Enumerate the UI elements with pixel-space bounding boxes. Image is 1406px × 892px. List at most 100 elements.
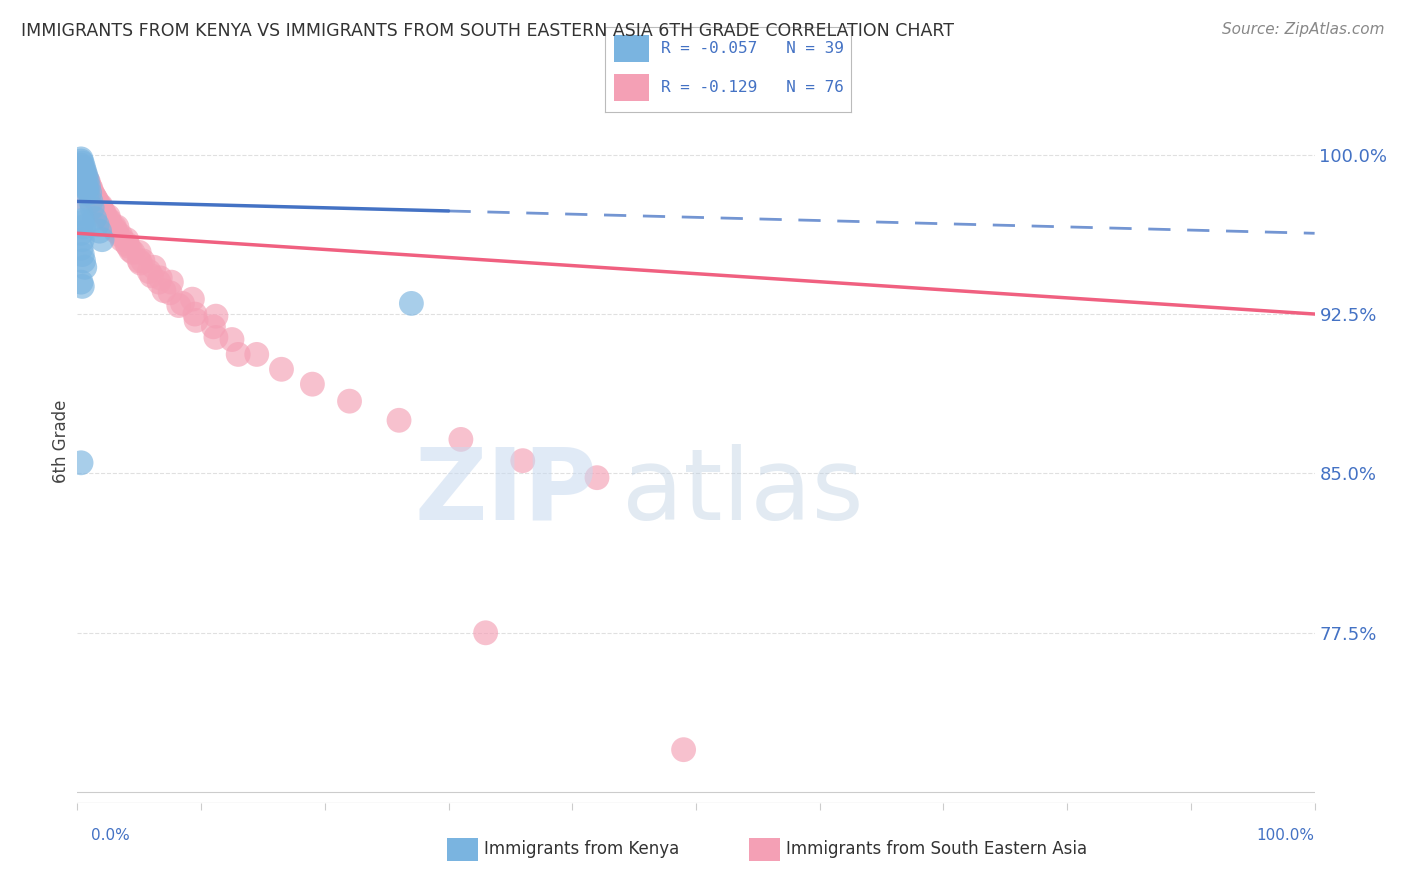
Point <box>141 268 163 283</box>
Point <box>270 362 292 376</box>
Point <box>120 244 142 258</box>
Point <box>117 239 139 253</box>
Point <box>450 433 472 447</box>
Point <box>72 167 94 181</box>
Point <box>72 169 94 183</box>
Point <box>70 152 93 166</box>
Text: R = -0.057   N = 39: R = -0.057 N = 39 <box>661 41 844 56</box>
Point <box>72 161 94 175</box>
Point <box>143 260 166 275</box>
Point <box>72 156 94 170</box>
Point <box>72 219 94 234</box>
Point <box>73 167 96 181</box>
Point <box>94 211 117 226</box>
Point <box>153 284 176 298</box>
Point <box>75 179 97 194</box>
Point <box>76 173 98 187</box>
Point <box>115 233 138 247</box>
Point <box>73 260 96 275</box>
Point <box>75 171 97 186</box>
Text: Immigrants from Kenya: Immigrants from Kenya <box>484 840 679 858</box>
Point <box>83 190 105 204</box>
Point <box>80 181 103 195</box>
Text: 0.0%: 0.0% <box>91 828 131 843</box>
Point <box>70 162 93 177</box>
Point <box>82 201 104 215</box>
Point <box>86 218 108 232</box>
Point <box>76 186 98 200</box>
Point <box>84 192 107 206</box>
Bar <box>614 74 650 102</box>
Point <box>73 175 96 189</box>
Point <box>80 194 103 209</box>
Point <box>76 181 98 195</box>
Point <box>90 201 112 215</box>
Point <box>122 245 145 260</box>
Point <box>72 162 94 177</box>
Point <box>205 330 228 344</box>
Point <box>128 245 150 260</box>
Point <box>70 158 93 172</box>
Point <box>89 224 111 238</box>
Point <box>132 253 155 268</box>
Point <box>184 307 207 321</box>
Bar <box>614 36 650 62</box>
Point <box>70 190 93 204</box>
Point <box>221 333 243 347</box>
Point <box>160 275 183 289</box>
Point <box>97 209 120 223</box>
Point <box>70 241 93 255</box>
Point <box>301 377 323 392</box>
Point <box>72 162 94 177</box>
Text: ZIP: ZIP <box>415 443 598 541</box>
Text: R = -0.129   N = 76: R = -0.129 N = 76 <box>661 80 844 95</box>
Point <box>79 181 101 195</box>
Point <box>226 347 249 361</box>
Point <box>77 179 100 194</box>
Point <box>73 164 96 178</box>
Point <box>129 256 152 270</box>
Point <box>82 186 104 200</box>
Point <box>90 199 112 213</box>
Point <box>70 154 93 169</box>
Point <box>72 247 94 261</box>
Point <box>246 347 269 361</box>
Point <box>73 171 96 186</box>
Point <box>388 413 411 427</box>
Point <box>91 205 114 219</box>
Point <box>72 253 94 268</box>
Point <box>202 319 225 334</box>
Point <box>87 201 110 215</box>
Point <box>148 275 170 289</box>
Point <box>205 309 228 323</box>
Point <box>72 213 94 227</box>
Point <box>70 227 93 241</box>
Point <box>159 285 181 300</box>
Point <box>72 233 94 247</box>
Text: IMMIGRANTS FROM KENYA VS IMMIGRANTS FROM SOUTH EASTERN ASIA 6TH GRADE CORRELATIO: IMMIGRANTS FROM KENYA VS IMMIGRANTS FROM… <box>21 22 955 40</box>
Point <box>89 199 111 213</box>
Point <box>105 219 128 234</box>
Point <box>91 233 114 247</box>
Point <box>75 169 97 183</box>
Point <box>93 207 115 221</box>
Point <box>181 292 204 306</box>
Point <box>75 181 97 195</box>
Point <box>104 224 127 238</box>
Point <box>115 236 138 251</box>
Point <box>103 222 125 236</box>
Point <box>86 194 108 209</box>
Text: atlas: atlas <box>621 443 863 541</box>
Text: 100.0%: 100.0% <box>1257 828 1315 843</box>
Text: Source: ZipAtlas.com: Source: ZipAtlas.com <box>1222 22 1385 37</box>
Point <box>184 313 207 327</box>
Point <box>98 213 121 227</box>
Point <box>73 175 96 189</box>
Point <box>172 296 194 310</box>
Point <box>167 299 190 313</box>
Point <box>76 173 98 187</box>
Point <box>72 279 94 293</box>
Point <box>97 213 120 227</box>
Point <box>83 211 105 226</box>
Point <box>70 275 93 289</box>
